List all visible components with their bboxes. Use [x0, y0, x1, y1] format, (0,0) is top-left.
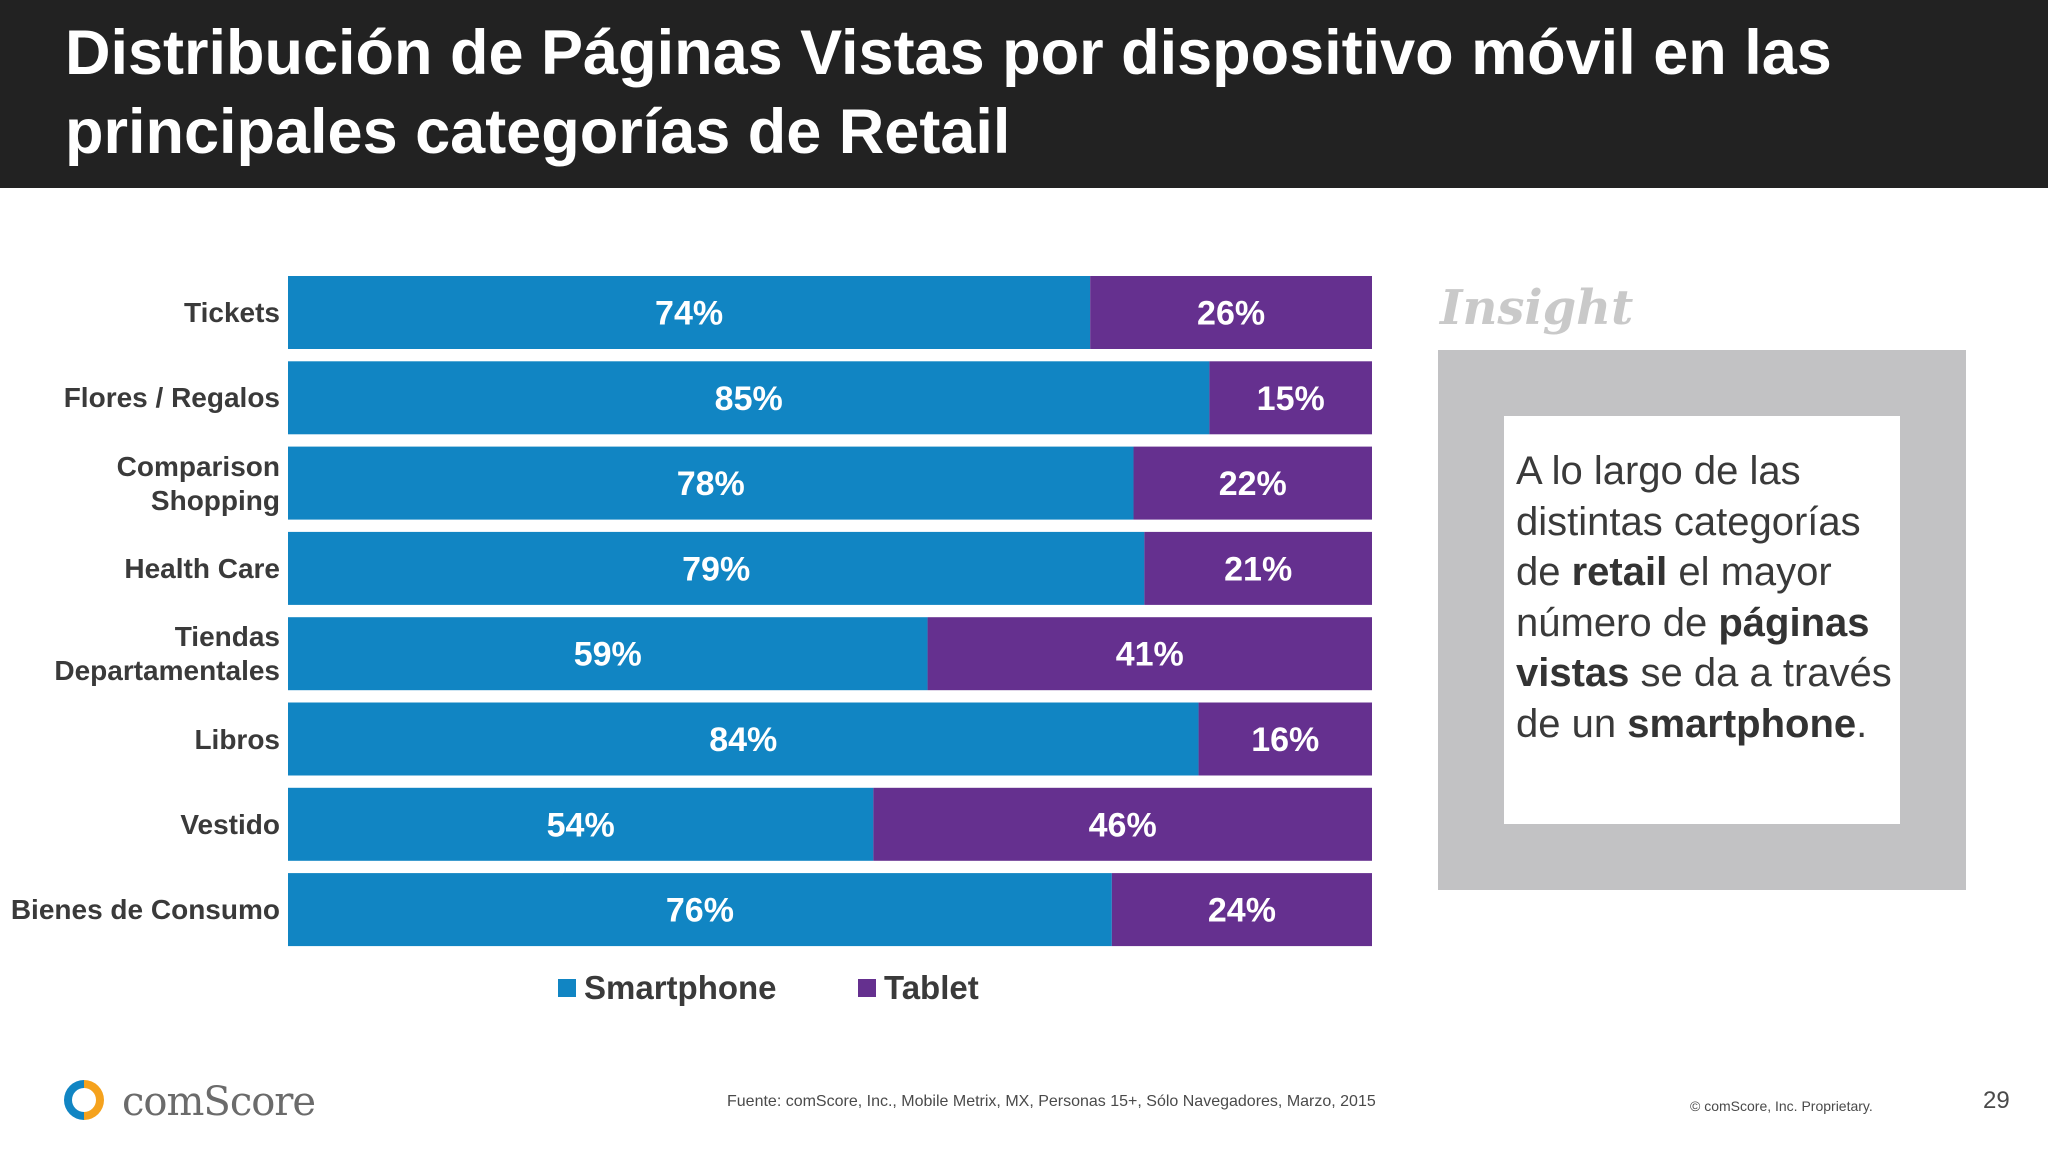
comscore-logo-text: comScore	[122, 1079, 315, 1125]
data-label-smartphone-6: 54%	[547, 806, 615, 844]
insight-text: A lo largo de las distintas categorías d…	[1516, 446, 1892, 749]
copyright-note: © comScore, Inc. Proprietary.	[1690, 1098, 1873, 1114]
data-label-smartphone-7: 76%	[666, 892, 734, 930]
data-label-smartphone-5: 84%	[709, 721, 777, 759]
legend-label-smartphone: Smartphone	[584, 969, 777, 1007]
data-label-tablet-1: 15%	[1257, 380, 1325, 418]
category-label-text: Vestido	[180, 808, 280, 842]
page-number: 29	[1983, 1087, 2010, 1115]
data-label-smartphone-2: 78%	[677, 465, 745, 503]
data-label-tablet-2: 22%	[1219, 465, 1287, 503]
category-label-text: Flores / Regalos	[64, 381, 280, 415]
data-label-tablet-7: 24%	[1208, 892, 1276, 930]
legend-swatch-smartphone	[558, 979, 576, 997]
source-note: Fuente: comScore, Inc., Mobile Metrix, M…	[727, 1093, 1376, 1111]
category-label-text: Tickets	[184, 296, 280, 330]
data-label-tablet-4: 41%	[1116, 636, 1184, 674]
category-label-4: Tiendas Departamentales	[0, 617, 280, 691]
category-label-0: Tickets	[0, 276, 280, 350]
insight-heading: Insight	[1440, 280, 1633, 336]
data-label-smartphone-1: 85%	[715, 380, 783, 418]
category-label-1: Flores / Regalos	[0, 361, 280, 435]
category-label-2: Comparison Shopping	[0, 447, 280, 521]
data-label-tablet-5: 16%	[1251, 721, 1319, 759]
comscore-logo-icon	[62, 1076, 106, 1124]
data-label-smartphone-3: 79%	[682, 550, 750, 588]
category-label-7: Bienes de Consumo	[0, 873, 280, 947]
category-label-text: Comparison Shopping	[0, 450, 280, 518]
data-label-smartphone-4: 59%	[574, 636, 642, 674]
category-label-6: Vestido	[0, 788, 280, 862]
category-label-5: Libros	[0, 703, 280, 777]
category-label-text: Libros	[194, 723, 280, 757]
legend-swatch-tablet	[858, 979, 876, 997]
data-label-tablet-6: 46%	[1089, 806, 1157, 844]
category-label-3: Health Care	[0, 532, 280, 606]
category-label-text: Tiendas Departamentales	[0, 620, 280, 688]
legend-smartphone: Smartphone	[558, 968, 777, 1008]
legend-label-tablet: Tablet	[884, 969, 979, 1007]
legend-tablet: Tablet	[858, 968, 979, 1008]
data-label-tablet-3: 21%	[1224, 550, 1292, 588]
data-label-smartphone-0: 74%	[655, 295, 723, 333]
category-label-text: Health Care	[124, 552, 280, 586]
data-label-tablet-0: 26%	[1197, 295, 1265, 333]
category-label-text: Bienes de Consumo	[11, 893, 280, 927]
